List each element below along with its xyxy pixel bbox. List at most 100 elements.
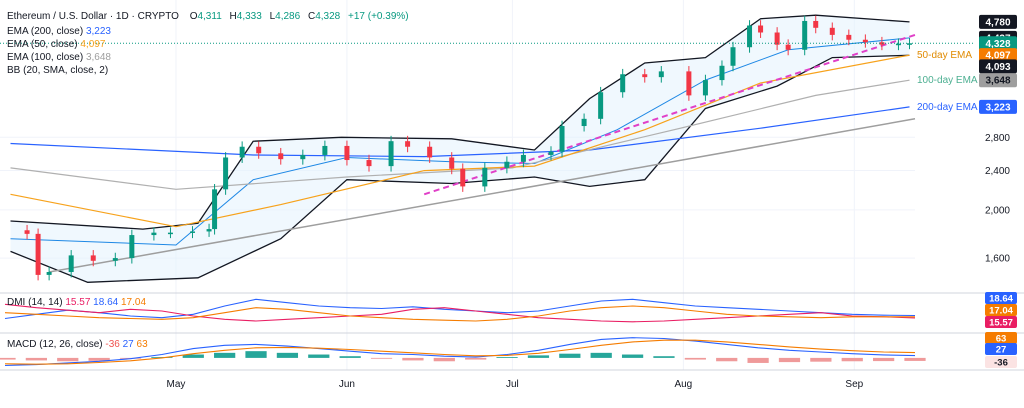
macd-tag-label-1: 27 xyxy=(996,345,1007,356)
candle-body-10 xyxy=(190,231,196,233)
macd-tag-bg-1 xyxy=(985,343,1017,355)
legend-macd-histogram: -36 xyxy=(105,339,120,350)
candle-body-51 xyxy=(906,43,912,45)
ohlc-open-key: O xyxy=(190,11,198,22)
y-tick-label-1: 2,400 xyxy=(985,166,1010,177)
ema-line-0 xyxy=(10,106,910,158)
ema-annotation-2: 200-day EMA xyxy=(917,102,978,113)
macd-tag-0: 63 xyxy=(985,332,1017,345)
candle-body-18 xyxy=(322,145,328,155)
candle-body-17 xyxy=(300,154,306,160)
legend-dmi-adx: 17.04 xyxy=(121,297,146,308)
price-axis[interactable]: 2,800 2,400 2,000 1,600 xyxy=(985,133,1010,265)
bollinger-upper-band xyxy=(10,14,910,230)
candle-body-31 xyxy=(581,118,587,127)
macd-hist-bar-28 xyxy=(873,357,895,362)
x-tick-label-0: May xyxy=(167,379,186,390)
price-pane[interactable] xyxy=(0,14,975,283)
candle-body-12 xyxy=(212,189,218,230)
legend-dmi[interactable]: DMI (14, 14) 15.57 18.64 17.04 xyxy=(7,297,146,308)
dmi-tag-bg-0 xyxy=(985,292,1017,304)
price-tag-bg-0 xyxy=(979,14,1017,29)
price-tag-label-6: 3,223 xyxy=(985,102,1010,113)
candle-body-9 xyxy=(167,232,173,235)
candle-body-22 xyxy=(405,141,411,147)
candle-body-7 xyxy=(129,235,135,259)
trend-line-0 xyxy=(423,33,916,196)
macd-hist-bar-20 xyxy=(621,354,644,358)
macd-hist-bar-26 xyxy=(810,357,832,362)
dmi-tag-2: 15.57 xyxy=(985,316,1017,329)
legend-ema200[interactable]: EMA (200, close) 3,223 xyxy=(7,26,111,37)
candle-body-33 xyxy=(620,74,626,93)
legend-macd-label: MACD (12, 26, close) xyxy=(7,339,103,350)
legend-ema50-label: EMA (50, close) xyxy=(7,39,78,50)
time-axis[interactable]: May Jun Jul Aug Sep xyxy=(167,379,864,390)
candle-body-48 xyxy=(862,39,868,43)
macd-tag-label-2: -36 xyxy=(994,358,1008,369)
macd-hist-bar-24 xyxy=(747,357,769,363)
legend-dmi-label: DMI (14, 14) xyxy=(7,297,63,308)
y-tick-label-2: 2,000 xyxy=(985,205,1010,216)
macd-hist-bar-19 xyxy=(590,352,612,358)
macd-hist-bar-0 xyxy=(0,357,16,360)
macd-hist-bar-9 xyxy=(276,352,299,358)
candle-body-41 xyxy=(758,25,764,33)
candle-body-19 xyxy=(344,145,350,161)
x-tick-label-2: Jul xyxy=(506,379,519,390)
y-tick-label-3: 1,600 xyxy=(985,254,1010,265)
macd-hist-bar-3 xyxy=(88,357,110,361)
x-tick-label-1: Jun xyxy=(339,379,355,390)
macd-hist-bar-18 xyxy=(559,353,581,358)
price-tag-2: 4,328 xyxy=(979,36,1017,51)
candle-body-34 xyxy=(642,74,648,78)
bollinger-lower-band xyxy=(10,54,910,283)
bollinger-band-fill xyxy=(10,15,910,283)
ohlc-high-value: 4,333 xyxy=(237,11,262,22)
candle-body-2 xyxy=(35,233,41,275)
legend-dmi-plus-di: 18.64 xyxy=(93,297,118,308)
macd-tag-1: 27 xyxy=(985,343,1017,356)
candle-body-47 xyxy=(846,34,852,40)
trend-lines xyxy=(48,33,916,273)
legend-ema100[interactable]: EMA (100, close) 3,648 xyxy=(7,52,111,63)
macd-hist-bar-15 xyxy=(465,357,487,360)
macd-hist-bar-2 xyxy=(57,357,79,362)
ema-line-1 xyxy=(10,79,910,190)
ohlc-low-value: 4,286 xyxy=(275,11,300,22)
legend-bollinger[interactable]: BB (20, SMA, close, 2) xyxy=(7,65,108,76)
y-tick-label-0: 2,800 xyxy=(985,133,1010,144)
candle-body-15 xyxy=(256,146,262,154)
candle-body-23 xyxy=(427,146,433,158)
candle-body-35 xyxy=(658,71,664,78)
legend-row-symbol: Ethereum / U.S. Dollar · 1D · CRYPTO O 4,… xyxy=(7,11,409,22)
ema-annotation-1: 100-day EMA xyxy=(917,75,978,86)
candle-body-29 xyxy=(548,151,554,155)
price-tag-0: 4,780 xyxy=(979,14,1017,29)
legend-ema50[interactable]: EMA (50, close) 4,097 xyxy=(7,39,106,50)
macd-hist-bar-12 xyxy=(370,357,393,359)
dmi-tag-1: 17.04 xyxy=(985,304,1017,317)
candle-body-5 xyxy=(90,255,96,261)
legend-macd[interactable]: MACD (12, 26, close) -36 27 63 xyxy=(7,339,148,350)
macd-hist-bar-8 xyxy=(245,351,267,358)
candle-body-24 xyxy=(449,157,455,169)
symbol-title[interactable]: Ethereum / U.S. Dollar · 1D · CRYPTO xyxy=(7,11,179,22)
dmi-tag-label-0: 18.64 xyxy=(989,294,1013,305)
candle-body-45 xyxy=(813,20,819,28)
macd-hist-bar-17 xyxy=(527,355,550,358)
candle-body-32 xyxy=(598,92,604,119)
candle-body-21 xyxy=(388,141,394,167)
macd-tag-bg-0 xyxy=(985,332,1017,344)
candle-body-16 xyxy=(278,153,284,160)
dmi-tag-bg-1 xyxy=(985,304,1017,316)
price-tag-label-4: 4,093 xyxy=(985,62,1010,73)
candle-body-4 xyxy=(68,255,74,273)
price-tag-label-0: 4,780 xyxy=(985,17,1010,28)
ohlc-close-value: 4,328 xyxy=(315,11,340,22)
macd-hist-bar-29 xyxy=(904,357,926,361)
macd-signal-line xyxy=(4,339,916,365)
